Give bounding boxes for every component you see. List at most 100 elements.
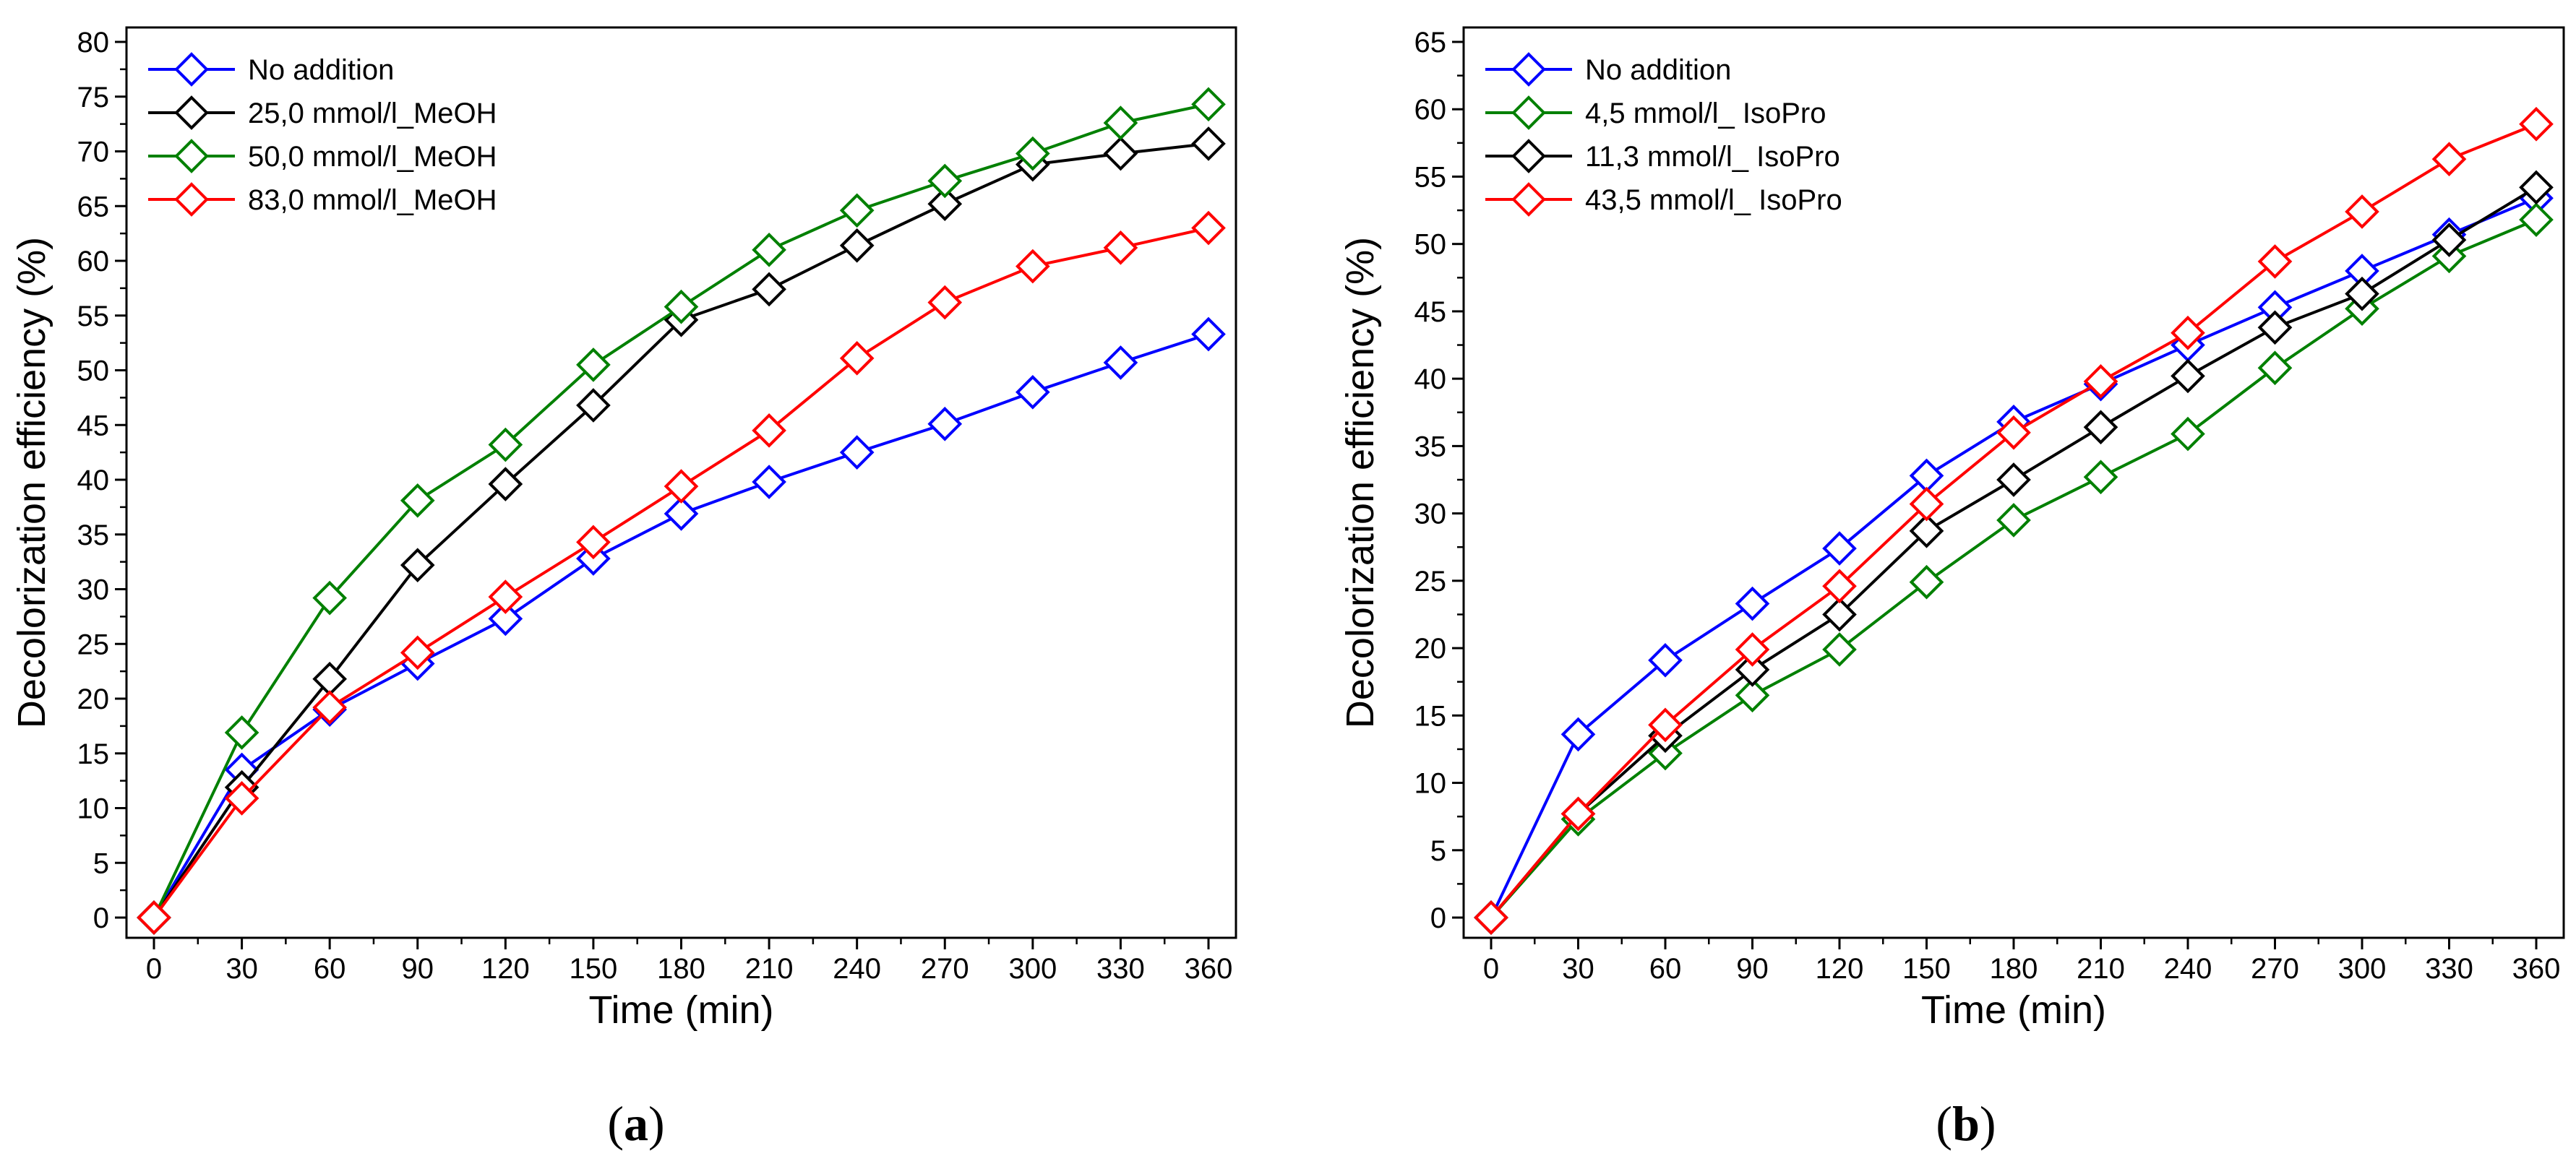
data-point bbox=[1103, 345, 1138, 380]
x-tick-label: 90 bbox=[1736, 953, 1769, 985]
y-tick-label: 75 bbox=[77, 82, 110, 113]
series-1 bbox=[137, 316, 1226, 935]
data-point bbox=[2257, 350, 2293, 386]
y-tick-label: 5 bbox=[1430, 835, 1446, 867]
x-tick-label: 180 bbox=[1990, 953, 2038, 985]
x-tick-label: 330 bbox=[1096, 953, 1145, 985]
data-point bbox=[137, 900, 171, 935]
data-point bbox=[400, 548, 435, 582]
y-tick-label: 10 bbox=[77, 793, 110, 825]
data-point bbox=[1996, 462, 2031, 497]
series-3 bbox=[137, 87, 1226, 935]
chart-panel-a: 0 30 60 90 120 150 180 210 240 270 300 330 360 0 5 10 15… bbox=[10, 26, 1237, 1151]
panel-label: (b) bbox=[1936, 1096, 1996, 1151]
series-3 bbox=[1474, 170, 2554, 935]
y-tick-label: 15 bbox=[77, 738, 110, 770]
data-point bbox=[752, 233, 786, 267]
data-point bbox=[2083, 460, 2118, 495]
x-axis-title: Time (min) bbox=[589, 988, 774, 1032]
y-tick-label: 50 bbox=[1414, 229, 1447, 261]
y-tick-label: 45 bbox=[1414, 296, 1447, 328]
legend-label: 50,0 mmol/l_MeOH bbox=[248, 141, 497, 173]
x-tick-label: 150 bbox=[1902, 953, 1951, 985]
data-point bbox=[839, 341, 875, 376]
series-line bbox=[1490, 197, 2537, 918]
y-tick-label: 45 bbox=[77, 410, 110, 441]
data-point bbox=[400, 635, 435, 670]
x-tick-label: 60 bbox=[314, 953, 346, 985]
y-tick-label: 50 bbox=[77, 355, 110, 387]
data-point bbox=[1191, 210, 1226, 246]
data-point bbox=[1909, 564, 1944, 600]
legend-marker bbox=[1511, 52, 1546, 87]
data-point bbox=[664, 469, 699, 504]
data-point bbox=[752, 465, 786, 499]
data-point bbox=[1191, 87, 1226, 122]
data-point bbox=[927, 406, 963, 441]
y-tick-label: 40 bbox=[1414, 363, 1447, 395]
x-tick-label: 270 bbox=[921, 953, 969, 985]
data-point bbox=[2171, 315, 2205, 350]
data-point bbox=[224, 781, 259, 816]
y-axis-title: Decolorization efficiency (%) bbox=[10, 237, 53, 728]
data-point bbox=[2431, 142, 2467, 177]
data-point bbox=[1016, 374, 1050, 410]
data-point bbox=[488, 467, 523, 501]
legend-label: No addition bbox=[248, 54, 394, 86]
y-tick-label: 25 bbox=[77, 629, 110, 660]
legend-marker bbox=[174, 139, 209, 173]
x-axis-title: Time (min) bbox=[1921, 988, 2106, 1032]
data-point bbox=[1648, 707, 1683, 743]
y-tick-label: 0 bbox=[93, 902, 109, 934]
y-tick-label: 65 bbox=[1414, 27, 1447, 59]
data-point bbox=[752, 272, 786, 307]
panel-label-text: (a) bbox=[607, 1096, 664, 1151]
data-point bbox=[1648, 643, 1683, 678]
y-tick-label: 25 bbox=[1414, 566, 1447, 598]
legend-marker bbox=[174, 95, 209, 130]
data-point bbox=[1996, 503, 2031, 538]
y-tick-label: 55 bbox=[77, 301, 110, 332]
y-tick-label: 60 bbox=[1414, 94, 1447, 126]
data-point bbox=[839, 435, 875, 470]
data-point bbox=[1016, 249, 1050, 284]
x-tick-label: 210 bbox=[2077, 953, 2125, 985]
x-tick-label: 180 bbox=[657, 953, 705, 985]
legend-marker bbox=[174, 182, 209, 217]
chart-panel-b: 0 30 60 90 120 150 180 210 240 270 300 330 360 0 5 10 15… bbox=[1339, 26, 2565, 1151]
y-tick-label: 55 bbox=[1414, 161, 1447, 193]
data-point bbox=[2519, 202, 2554, 237]
x-tick-label: 210 bbox=[745, 953, 794, 985]
x-tick-label: 30 bbox=[226, 953, 258, 985]
data-point bbox=[576, 348, 611, 382]
y-tick-label: 20 bbox=[77, 683, 110, 715]
data-point bbox=[2519, 170, 2554, 205]
y-tick-label: 60 bbox=[77, 246, 110, 277]
data-point bbox=[1016, 136, 1050, 171]
data-point bbox=[664, 289, 699, 324]
x-tick-label: 240 bbox=[833, 953, 881, 985]
legend: No addition 25,0 mmol/l_MeOH 50,0 mmol/l_M… bbox=[148, 52, 497, 217]
y-tick-label: 20 bbox=[1414, 633, 1447, 665]
legend-marker bbox=[1511, 95, 1546, 130]
data-point bbox=[927, 285, 963, 320]
legend-label: 43,5 mmol/l_ IsoPro bbox=[1585, 184, 1842, 216]
panel-label: (a) bbox=[607, 1096, 664, 1151]
series-4 bbox=[1474, 106, 2554, 935]
data-point bbox=[312, 661, 347, 696]
y-tick-label: 40 bbox=[77, 465, 110, 496]
data-point bbox=[839, 193, 875, 228]
data-point bbox=[1103, 105, 1138, 140]
data-point bbox=[1909, 486, 1944, 522]
data-point bbox=[1735, 632, 1770, 667]
x-tick-label: 120 bbox=[481, 953, 530, 985]
data-point bbox=[2171, 416, 2205, 452]
y-tick-label: 30 bbox=[1414, 499, 1447, 530]
legend-marker bbox=[174, 52, 209, 87]
data-point bbox=[2257, 310, 2293, 345]
data-point bbox=[312, 580, 347, 616]
data-point bbox=[1822, 597, 1857, 632]
data-point bbox=[1735, 678, 1770, 713]
data-point bbox=[927, 163, 963, 199]
